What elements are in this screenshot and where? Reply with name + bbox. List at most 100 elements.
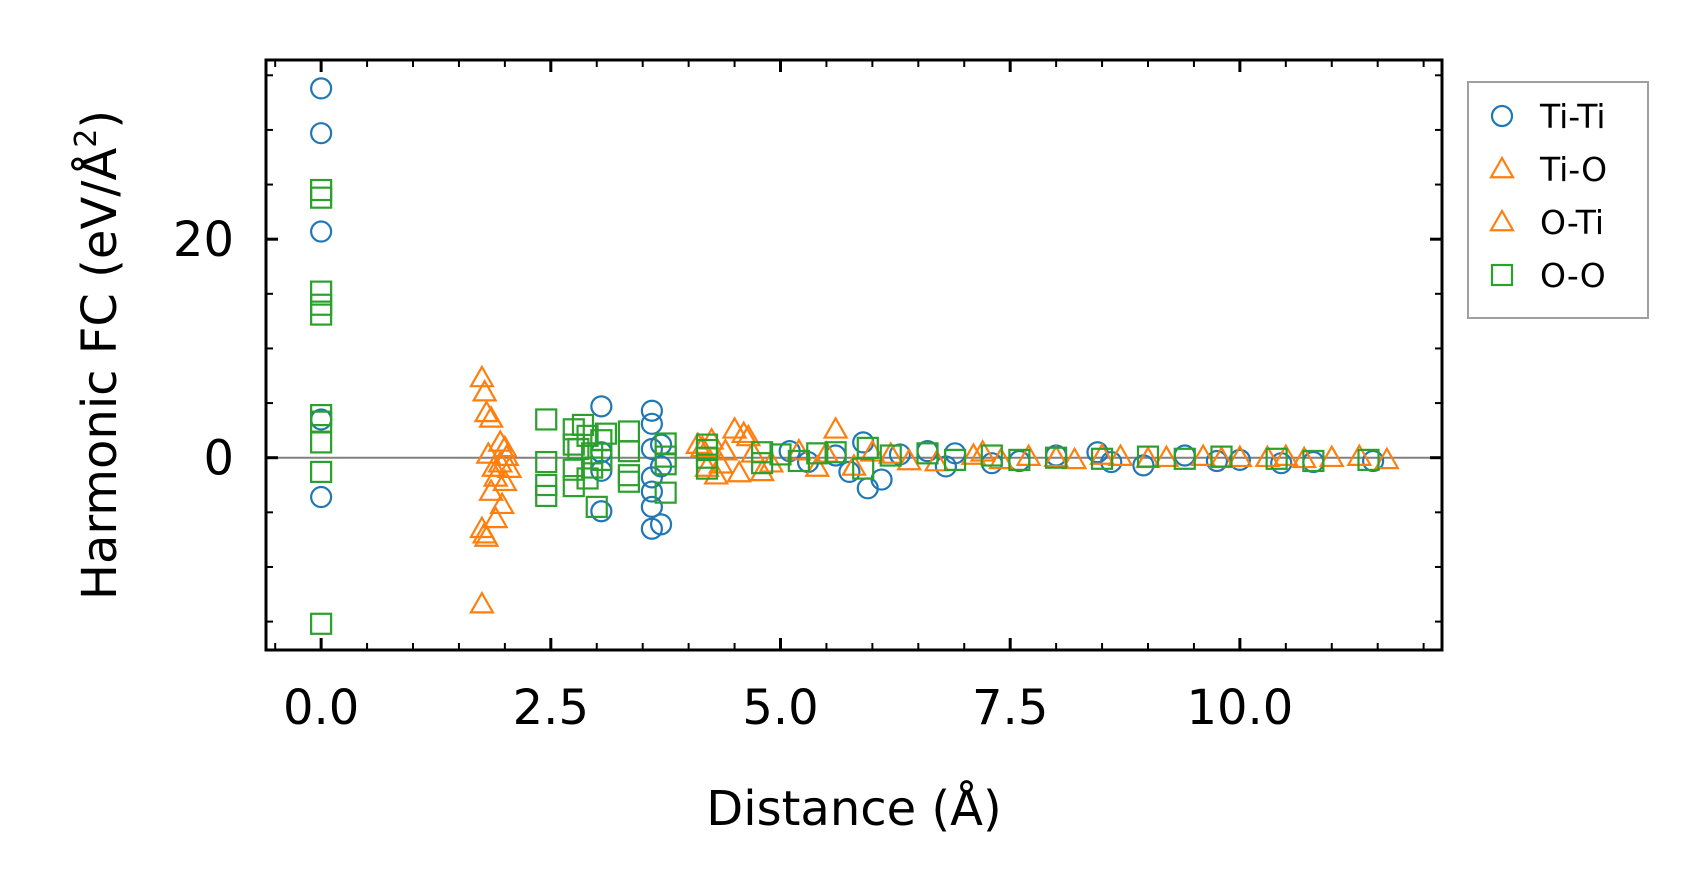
x-tick-label: 0.0 bbox=[283, 680, 359, 736]
ti-o-point-3 bbox=[478, 405, 504, 428]
o-o-point-13 bbox=[535, 450, 558, 474]
o-o-point-4 bbox=[310, 303, 333, 326]
ti-o-point-22 bbox=[726, 459, 753, 483]
ti-o-point-21 bbox=[703, 461, 730, 485]
ti-o-point-31 bbox=[1089, 442, 1115, 465]
o-o-point-30 bbox=[617, 470, 641, 493]
ti-o-point-24 bbox=[822, 416, 849, 439]
legend-frame bbox=[1467, 81, 1649, 319]
o-o-point-39 bbox=[695, 433, 719, 456]
legend-marker-ti-o bbox=[1489, 155, 1515, 179]
ti-ti-point-1 bbox=[310, 122, 333, 145]
y-axis-label-suffix: ) bbox=[72, 110, 128, 129]
legend-marker-o-ti bbox=[1489, 208, 1515, 232]
ti-o-point-5 bbox=[491, 434, 518, 458]
ti-o-point-19 bbox=[730, 420, 757, 444]
x-tick-label: 5.0 bbox=[742, 680, 818, 736]
o-o-point-2 bbox=[310, 280, 333, 303]
ti-o-point-1 bbox=[471, 378, 498, 402]
ti-o-point-29 bbox=[988, 446, 1014, 470]
o-o-point-51 bbox=[980, 444, 1003, 467]
ti-ti-point-13 bbox=[640, 480, 663, 503]
ti-o-point-25 bbox=[804, 454, 831, 477]
x-tick-label: 10.0 bbox=[1186, 680, 1293, 736]
o-o-point-43 bbox=[787, 449, 810, 473]
o-o-point-54 bbox=[1090, 447, 1114, 470]
o-ti-point-10 bbox=[785, 437, 812, 461]
o-o-point-1 bbox=[310, 186, 333, 209]
ti-ti-point-0 bbox=[310, 77, 333, 100]
x-tick-label: 7.5 bbox=[972, 680, 1048, 736]
ti-o-point-37 bbox=[1373, 446, 1400, 470]
o-o-point-12 bbox=[535, 473, 558, 497]
ti-o-point-36 bbox=[1318, 444, 1345, 468]
legend-label-ti-o: Ti-O bbox=[1539, 150, 1607, 189]
o-o-point-58 bbox=[1265, 447, 1288, 470]
o-ti-point-18 bbox=[1107, 443, 1134, 466]
ti-ti-point-9 bbox=[640, 399, 663, 422]
tick-labels-group: 0.0 2.5 5.0 7.5 10.0 0 20 bbox=[173, 212, 1293, 736]
o-o-point-38 bbox=[695, 446, 719, 469]
ti-ti-point-6 bbox=[590, 500, 613, 523]
legend-label-o-ti: O-Ti bbox=[1540, 203, 1604, 242]
o-o-point-48 bbox=[879, 444, 902, 467]
o-o-point-45 bbox=[824, 441, 847, 464]
o-o-point-16 bbox=[562, 475, 585, 498]
o-ti-point-0 bbox=[471, 520, 498, 544]
data-points-group bbox=[310, 77, 1400, 635]
o-o-point-7 bbox=[310, 431, 333, 454]
o-o-point-27 bbox=[594, 422, 618, 445]
y-axis-label-main: Harmonic FC (eV/Å bbox=[71, 148, 128, 601]
o-ti-point-7 bbox=[735, 423, 762, 447]
o-ti-point-13 bbox=[877, 441, 904, 464]
o-o-point-57 bbox=[1210, 445, 1233, 468]
o-o-point-53 bbox=[1045, 446, 1068, 469]
o-ti-point-6 bbox=[707, 451, 734, 474]
o-ti-point-2 bbox=[489, 491, 516, 515]
ti-o-point-14 bbox=[469, 590, 495, 614]
ti-ti-point-5 bbox=[590, 395, 613, 418]
o-o-point-35 bbox=[654, 445, 677, 468]
ti-o-point-2 bbox=[473, 399, 500, 423]
o-o-point-49 bbox=[916, 442, 939, 465]
o-o-point-10 bbox=[535, 408, 558, 431]
x-axis-label: Distance (Å) bbox=[706, 780, 1001, 837]
ti-ti-point-10 bbox=[640, 412, 663, 435]
o-o-point-47 bbox=[856, 436, 879, 459]
o-o-point-56 bbox=[1173, 447, 1196, 470]
o-o-point-31 bbox=[617, 440, 641, 463]
ti-o-point-13 bbox=[482, 505, 509, 529]
ti-o-point-33 bbox=[1190, 443, 1217, 466]
legend-marker-o-o bbox=[1490, 263, 1514, 287]
legend-label-o-o: O-O bbox=[1540, 256, 1606, 295]
ti-ti-point-2 bbox=[310, 220, 333, 243]
y-axis-label-superscript: 2 bbox=[69, 129, 104, 148]
o-o-point-44 bbox=[806, 442, 829, 465]
o-o-point-50 bbox=[943, 448, 967, 471]
o-o-point-33 bbox=[654, 481, 677, 504]
o-ti-point-19 bbox=[1153, 444, 1180, 468]
ti-ti-point-38 bbox=[1228, 448, 1251, 471]
y-tick-label: 0 bbox=[203, 431, 234, 487]
plot-frame bbox=[264, 58, 1444, 652]
o-o-point-52 bbox=[1008, 448, 1031, 471]
ti-ti-point-12 bbox=[640, 495, 663, 518]
legend-marker-ti-ti bbox=[1490, 104, 1514, 128]
x-tick-label: 2.5 bbox=[513, 680, 589, 736]
ti-o-point-34 bbox=[1226, 444, 1253, 468]
legend-label-ti-ti: Ti-Ti bbox=[1539, 97, 1606, 136]
legend: Ti-Ti Ti-O O-Ti O-O bbox=[1467, 81, 1649, 319]
o-ti-point-14 bbox=[923, 448, 950, 472]
ti-ti-point-16 bbox=[649, 513, 673, 536]
ti-o-point-28 bbox=[960, 442, 987, 465]
o-o-point-24 bbox=[585, 495, 608, 518]
o-o-point-55 bbox=[1136, 445, 1160, 468]
y-tick-label: 20 bbox=[173, 212, 234, 268]
o-o-point-26 bbox=[590, 448, 613, 471]
o-ti-point-4 bbox=[480, 454, 507, 477]
y-axis-label: Harmonic FC (eV/Å2) bbox=[69, 110, 128, 600]
o-ti-point-17 bbox=[1061, 446, 1088, 470]
ti-o-point-9 bbox=[491, 468, 518, 492]
o-ti-point-3 bbox=[493, 443, 520, 466]
o-o-point-42 bbox=[769, 443, 792, 466]
